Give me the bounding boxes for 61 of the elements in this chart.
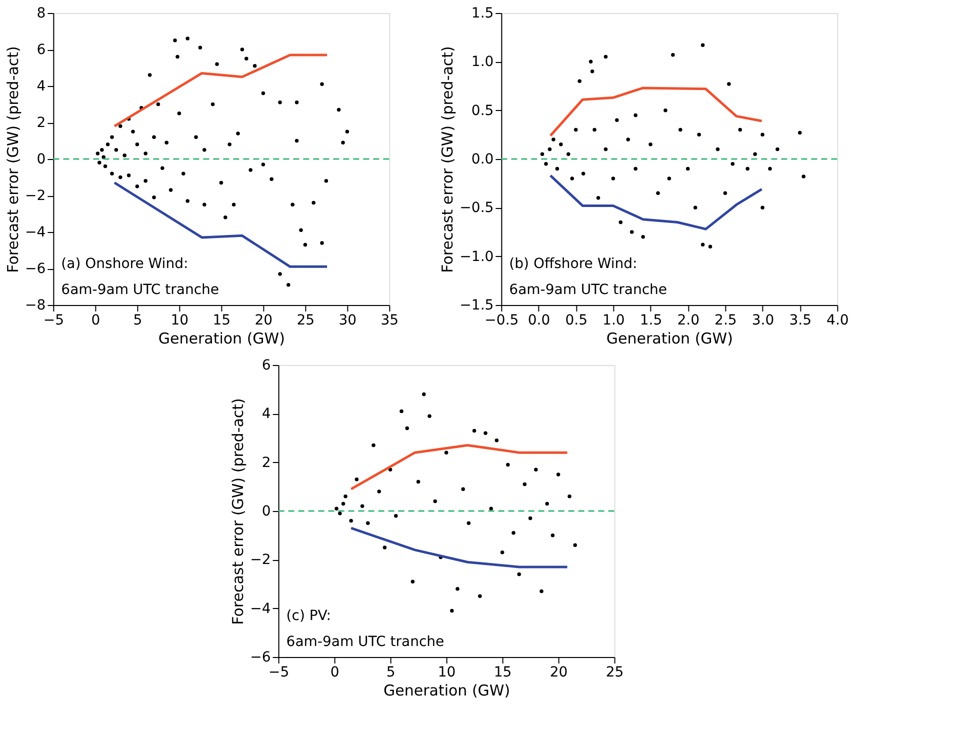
y-tick-label: −2 — [25, 188, 46, 204]
x-tick-label: 5 — [133, 312, 142, 328]
y-tick-label: 0 — [36, 152, 46, 168]
x-tick-label: 1.5 — [640, 312, 662, 328]
x-tick-label: 0 — [91, 312, 100, 328]
annotation: (a) Onshore Wind: — [61, 256, 188, 272]
x-tick-label: 3.5 — [789, 312, 812, 328]
annotation: 6am-9am UTC tranche — [61, 282, 220, 298]
y-tick-label: −1.5 — [460, 298, 494, 314]
x-axis-title: Generation (GW) — [158, 330, 285, 348]
y-tick-label: −4 — [250, 600, 271, 617]
x-tick-label: 20 — [254, 312, 273, 328]
x-tick-label: −0.5 — [484, 312, 519, 328]
y-tick-label: −6 — [25, 261, 46, 277]
x-axis-title: Generation (GW) — [383, 682, 510, 700]
annotation: 6am-9am UTC tranche — [286, 634, 444, 650]
x-tick-label: 15 — [212, 312, 231, 328]
x-tick-label: 2.5 — [714, 312, 737, 328]
y-axis-title: Forecast error (GW) (pred-act) — [229, 398, 248, 625]
y-tick-label: 2 — [262, 454, 271, 471]
y-tick-label: 6 — [262, 358, 271, 374]
x-tick-label: 25 — [606, 664, 624, 680]
x-axis-title: Generation (GW) — [606, 330, 733, 348]
y-axis-title: Forecast error (GW) (pred-act) — [438, 46, 457, 273]
x-tick-label: 0.5 — [565, 312, 588, 328]
y-axis-title: Forecast error (GW) (pred-act) — [4, 46, 22, 273]
y-tick-label: −4 — [25, 224, 46, 240]
y-tick-label: 4 — [262, 406, 271, 422]
annotation: (b) Offshore Wind: — [509, 256, 638, 272]
x-tick-label: 25 — [296, 312, 315, 328]
y-tick-label: 0.5 — [471, 102, 494, 119]
y-tick-label: 1.5 — [471, 6, 494, 22]
y-tick-label: −2 — [250, 552, 271, 568]
x-tick-label: 30 — [338, 312, 357, 328]
x-tick-label: 20 — [550, 664, 568, 680]
y-tick-label: 1.0 — [471, 54, 494, 70]
x-tick-label: 1.0 — [602, 312, 625, 328]
x-tick-label: 5 — [386, 664, 396, 680]
y-tick-label: 4 — [36, 78, 46, 94]
x-tick-label: 3.0 — [752, 312, 774, 328]
y-tick-label: −8 — [25, 298, 46, 314]
y-tick-label: 2 — [36, 115, 46, 131]
x-tick-label: 10 — [170, 312, 189, 328]
x-tick-label: 0 — [330, 664, 340, 680]
y-tick-label: 8 — [36, 6, 46, 22]
y-tick-label: −1.0 — [460, 248, 494, 265]
x-tick-label: 10 — [438, 664, 456, 680]
x-tick-label: 15 — [494, 664, 512, 680]
y-tick-label: 0.0 — [471, 152, 494, 168]
x-tick-label: −5 — [43, 312, 64, 328]
y-tick-label: 6 — [36, 42, 46, 58]
annotation: 6am-9am UTC tranche — [509, 282, 668, 298]
x-tick-label: 0.0 — [528, 312, 550, 328]
y-tick-label: −6 — [250, 650, 271, 666]
x-tick-label: 2.0 — [677, 312, 700, 328]
y-tick-label: 0 — [262, 504, 271, 520]
x-tick-label: 4.0 — [826, 312, 849, 328]
annotation: (c) PV: — [286, 608, 331, 624]
x-tick-label: 35 — [380, 312, 399, 328]
y-tick-label: −0.5 — [460, 200, 494, 216]
x-tick-label: −5 — [268, 664, 290, 680]
